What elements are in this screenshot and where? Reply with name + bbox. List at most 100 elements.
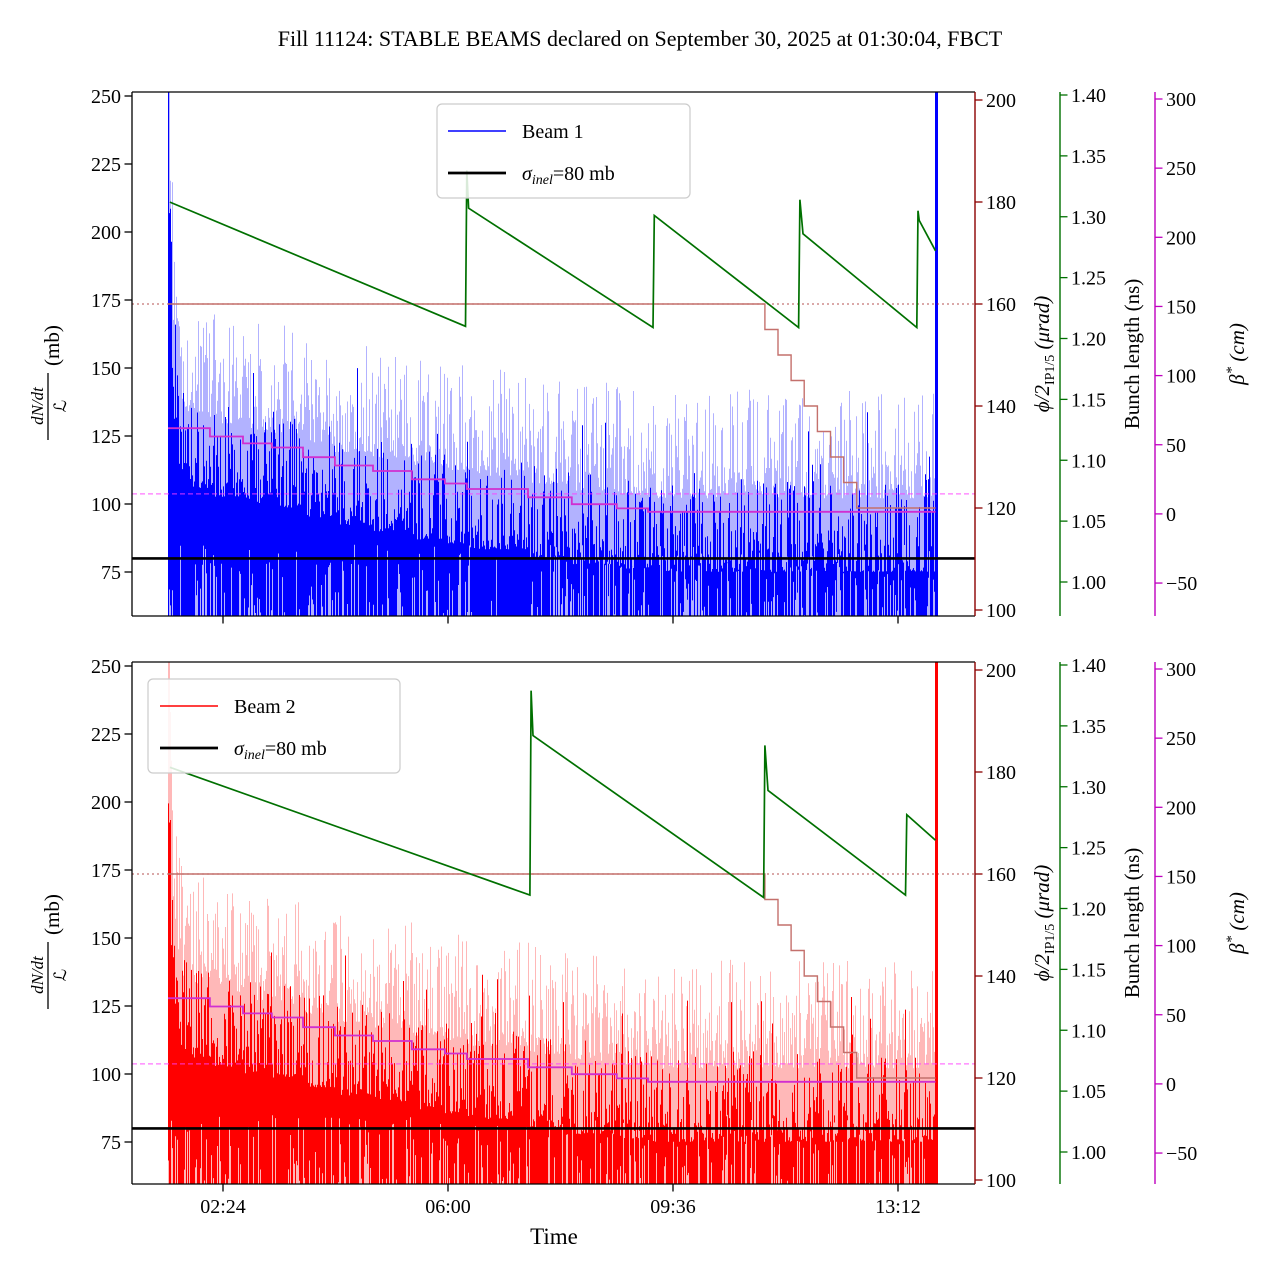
bunch-tick-label: 1.35: [1071, 146, 1106, 168]
beta-tick-label: 200: [1166, 797, 1196, 819]
beam1-legend-label: Beam 1: [522, 121, 584, 143]
rate-tick-label: 200: [91, 792, 121, 814]
rate-tick-label: 225: [91, 724, 121, 746]
sigma-legend-label: σinel=80 mb: [522, 163, 615, 188]
sigma-legend-label: σinel=80 mb: [234, 738, 327, 763]
beam1-axes: 250 225 200 175 150 125 100 75 200 180 160 140 120 10…: [91, 85, 1197, 624]
crossing-tick-label: 140: [986, 966, 1016, 988]
beta-tick-label: −50: [1166, 1143, 1197, 1165]
rate-tick-label: 150: [91, 358, 121, 380]
bunch-tick-label: 1.00: [1071, 572, 1106, 594]
rate-tick-label: 200: [91, 222, 121, 244]
beta-tick-label: 300: [1166, 659, 1196, 681]
bunch-length-curve: [169, 690, 937, 900]
bunch-tick-label: 1.00: [1071, 1142, 1106, 1164]
bunch-tick-label: 1.25: [1071, 268, 1106, 290]
beam2-axes: 250 225 200 175 150 125 100 75 200 180 160 140 120 10…: [91, 655, 1197, 1218]
beta-tick-label: 50: [1166, 1005, 1186, 1027]
beam1-legend: Beam 1 σinel=80 mb: [436, 103, 691, 199]
rate-tick-label: 150: [91, 928, 121, 950]
rate-tick-label: 75: [101, 1132, 121, 1154]
bunch-tick-label: 1.15: [1071, 389, 1106, 411]
beam1-panel: Beam 1 σinel=80 mb 250 225 200 175 150 125 100 75…: [28, 85, 1249, 624]
crossing-tick-label: 160: [986, 864, 1016, 886]
crossing-angle-curve: [168, 873, 936, 1079]
beta-tick-label: −50: [1166, 573, 1197, 595]
beam2-legend: Beam 2 σinel=80 mb: [147, 678, 401, 774]
beta-tick-label: 150: [1166, 296, 1196, 318]
crossing-tick-label: 120: [986, 498, 1016, 520]
beta-axis-title-text: β* (cm): [1224, 892, 1249, 955]
beta-tick-label: 250: [1166, 728, 1196, 750]
crossing-axis-title-text: ϕ/2IP1/5 (μrad): [1030, 865, 1058, 982]
crossing-tick-label: 200: [986, 90, 1016, 112]
beta-star-curve: [168, 427, 936, 513]
bunch-tick-label: 1.05: [1071, 1081, 1106, 1103]
crossing-tick-label: 160: [986, 294, 1016, 316]
rate-tick-label: 75: [101, 562, 121, 584]
rate-axis-title-denominator: ℒ: [51, 969, 70, 981]
legend-box: [147, 678, 401, 774]
beta-tick-label: 100: [1166, 936, 1196, 958]
beam2-rate-series: [168, 662, 938, 1184]
bunch-axis-title-text: Bunch length (ns): [1120, 279, 1144, 429]
bunch-axis-title: Bunch length (ns): [1120, 279, 1144, 429]
rate-axis-title-numerator: dN/dt: [28, 955, 47, 994]
beam2-plot-area: [132, 662, 975, 1184]
crossing-axis-title-text: ϕ/2IP1/5 (μrad): [1030, 296, 1058, 413]
beta-tick-label: 100: [1166, 366, 1196, 388]
time-tick-label: 13:12: [875, 1196, 921, 1218]
rate-axis-title-denominator: ℒ: [51, 400, 70, 412]
rate-axis-title: dN/dt ℒ (mb): [28, 325, 70, 440]
rate-tick-label: 175: [91, 860, 121, 882]
crossing-tick-label: 100: [986, 1170, 1016, 1192]
rate-tick-label: 225: [91, 154, 121, 176]
beta-tick-label: 300: [1166, 89, 1196, 111]
rate-axis-title-numerator: dN/dt: [28, 386, 47, 425]
rate-tick-label: 125: [91, 426, 121, 448]
beta-tick-label: 0: [1166, 504, 1176, 526]
bunch-tick-label: 1.40: [1071, 655, 1106, 677]
legend-box: [436, 103, 691, 199]
crossing-tick-label: 100: [986, 600, 1016, 622]
crossing-tick-label: 180: [986, 762, 1016, 784]
crossing-angle-curve: [168, 303, 936, 509]
rate-axis-title-unit: (mb): [40, 894, 64, 935]
crossing-axis-title: ϕ/2IP1/5 (μrad): [1030, 296, 1058, 413]
crossing-tick-label: 140: [986, 396, 1016, 418]
time-axis-label: Time: [530, 1224, 578, 1249]
beta-axis-title: β* (cm): [1224, 892, 1249, 955]
time-tick-label: 02:24: [200, 1196, 246, 1218]
bunch-tick-label: 1.35: [1071, 716, 1106, 738]
bunch-tick-label: 1.30: [1071, 207, 1106, 229]
beta-tick-label: 200: [1166, 227, 1196, 249]
time-tick-label: 09:36: [650, 1196, 696, 1218]
rate-axis-title-unit: (mb): [40, 325, 64, 366]
bunch-tick-label: 1.25: [1071, 838, 1106, 860]
beta-tick-label: 0: [1166, 1074, 1176, 1096]
bunch-tick-label: 1.40: [1071, 85, 1106, 107]
rate-tick-label: 250: [91, 656, 121, 678]
rate-tick-label: 125: [91, 996, 121, 1018]
crossing-tick-label: 180: [986, 192, 1016, 214]
crossing-tick-label: 200: [986, 660, 1016, 682]
bunch-tick-label: 1.15: [1071, 959, 1106, 981]
beam1-rate-series: [168, 92, 938, 616]
beta-tick-label: 50: [1166, 435, 1186, 457]
rate-tick-label: 175: [91, 290, 121, 312]
beam2-panel: Beam 2 σinel=80 mb 250 225 200 175 150 125 100 75…: [28, 655, 1249, 1218]
bunch-tick-label: 1.20: [1071, 329, 1106, 351]
bunch-tick-label: 1.30: [1071, 777, 1106, 799]
rate-tick-label: 100: [91, 494, 121, 516]
beta-star-curve: [168, 997, 936, 1083]
bunch-axis-title-text: Bunch length (ns): [1120, 848, 1144, 998]
bunch-tick-label: 1.05: [1071, 511, 1106, 533]
bunch-axis-title: Bunch length (ns): [1120, 848, 1144, 998]
beta-axis-title-text: β* (cm): [1224, 323, 1249, 386]
beta-axis-title: β* (cm): [1224, 323, 1249, 386]
bunch-tick-label: 1.20: [1071, 899, 1106, 921]
figure-title: Fill 11124: STABLE BEAMS declared on Sep…: [278, 26, 1003, 51]
crossing-tick-label: 120: [986, 1068, 1016, 1090]
rate-axis-title: dN/dt ℒ (mb): [28, 894, 70, 1009]
